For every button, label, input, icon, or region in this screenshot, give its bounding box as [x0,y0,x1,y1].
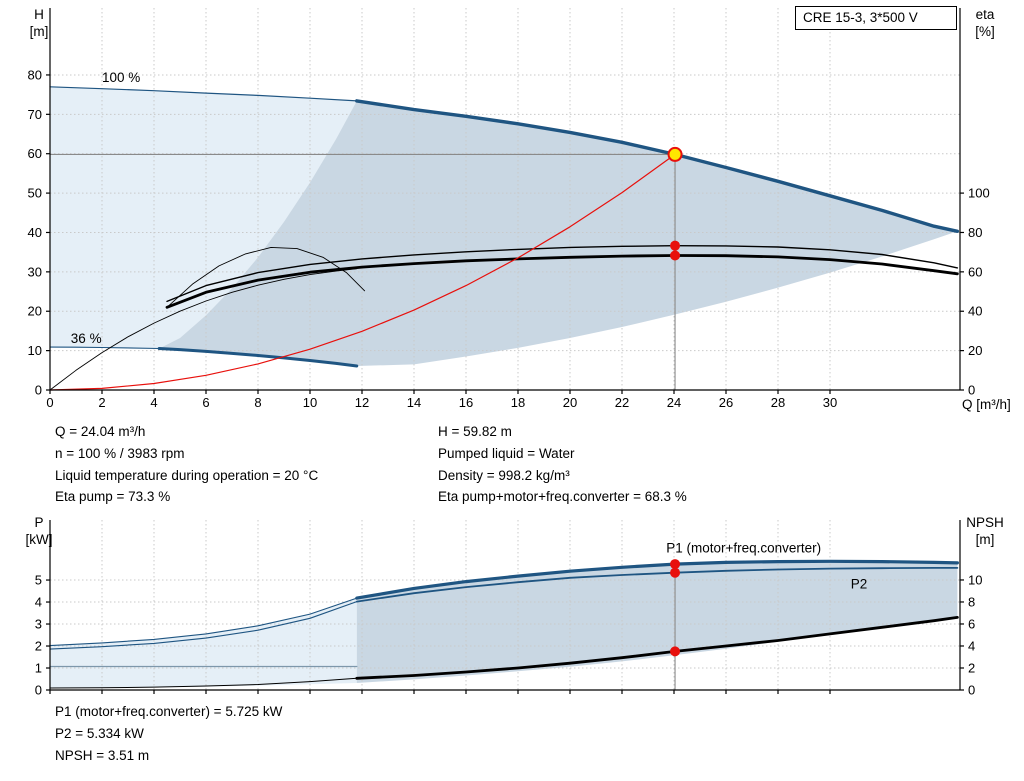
pump-model-label-box: CRE 15-3, 3*500 V [795,6,957,30]
x-tick-label: 30 [823,395,837,410]
x-tick-label: 20 [563,395,577,410]
npsh-point [670,646,681,657]
x-tick-label: 16 [459,395,473,410]
eta-arc-rising [49,268,358,391]
y-tick-label-left: 80 [28,67,42,82]
power-envelope [356,561,958,683]
y-tick-label-left: 50 [28,186,42,201]
x-tick-label: 10 [303,395,317,410]
y-tick-label-right: 6 [968,616,975,631]
y-axis-title-npsh: NPSH [m] [954,514,1016,548]
x-axis-title-flow: Q [m³/h] [962,397,1011,412]
y-tick-label-left: 0 [35,683,42,698]
x-tick-label: 2 [98,395,105,410]
eta-pump-point [670,240,681,251]
y-tick-label-right: 20 [968,343,982,358]
readout-liquid-temperature: Liquid temperature during operation = 20… [55,467,319,483]
y-axis-title-eta-unit: [%] [975,24,995,39]
y-axis-title-head-unit: [m] [29,24,49,39]
x-tick-label: 22 [615,395,629,410]
y-tick-label-left: 30 [28,264,42,279]
readout-speed: n = 100 % / 3983 rpm [55,445,185,461]
x-tick-label: 24 [667,395,681,410]
p1-point [670,559,681,570]
system-control-curve [49,153,676,391]
y-tick-label-left: 5 [35,573,42,588]
y-axis-title-power: P [kW] [20,514,58,548]
y-axis-title-head: H [m] [20,6,58,40]
duty-point[interactable] [667,146,683,162]
power-npsh-chart[interactable]: 0 1 2 3 4 5 0 2 4 6 8 10 P1 (motor+freq.converter) P2 [0,515,1024,715]
y-axis-title-eta-symbol: eta [975,7,995,22]
y-axis-title-npsh-unit: [m] [975,532,995,547]
chart-annotation: 100 % [102,70,140,85]
readout-head: H = 59.82 m [438,424,512,439]
chart-annotation: P1 (motor+freq.converter) [666,541,821,556]
pump-curve-36pct-thin [49,346,160,350]
x-tick-label: 0 [46,395,53,410]
y-tick-label-left: 1 [35,661,42,676]
x-tick-label: 18 [511,395,525,410]
y-tick-label-left: 20 [28,304,42,319]
p2-point [670,567,681,578]
x-tick-label: 28 [771,395,785,410]
y-tick-label-left: 0 [35,383,42,398]
x-tick-label: 14 [407,395,421,410]
y-axis-title-power-symbol: P [34,515,44,530]
eta-arc-peak [166,246,366,308]
y-tick-label-left: 2 [35,639,42,654]
readout-density: Density = 998.2 kg/m³ [438,467,570,483]
y-tick-label-right: 8 [968,594,975,609]
y-tick-label-left: 3 [35,617,42,632]
y-tick-label-right: 10 [968,572,982,587]
x-tick-label: 12 [355,395,369,410]
y-tick-label-left: 10 [28,343,42,358]
power-region-light [50,598,357,688]
eta-total-curve [165,254,959,309]
readout-p1: P1 (motor+freq.converter) = 5.725 kW [55,704,283,719]
readout-eta-pump: Eta pump = 73.3 % [55,489,171,505]
y-tick-label-right: 0 [968,383,975,398]
y-axis-title-power-unit: [kW] [25,532,53,547]
y-tick-label-right: 60 [968,264,982,279]
readout-flow: Q = 24.04 m³/h [55,424,146,439]
y-tick-label-left: 40 [28,225,42,240]
p2-curve-thin [49,601,358,650]
y-axis-title-head-symbol: H [34,7,44,22]
pump-model-label: CRE 15-3, 3*500 V [803,10,918,25]
pump-curve-36pct [157,347,359,368]
eta-pump-curve [166,245,959,303]
y-tick-label-right: 40 [968,304,982,319]
y-axis-title-npsh-symbol: NPSH [966,515,1004,530]
x-tick-label: 8 [254,395,261,410]
pump-curve-100pct-thin [49,86,358,102]
p1-curve-thin [49,597,358,647]
chart-annotation: P2 [851,576,868,591]
readout-eta-total: Eta pump+motor+freq.converter = 68.3 % [438,489,687,505]
duty-readouts-right: H = 59.82 m Pumped liquid = Water Densit… [438,421,687,508]
x-tick-label: 4 [150,395,157,410]
x-tick-label: 6 [202,395,209,410]
y-tick-label-left: 60 [28,146,42,161]
allowed-region-light [50,86,357,349]
y-axis-title-eta: eta [%] [962,6,1008,40]
readout-pumped-liquid: Pumped liquid = Water [438,445,575,461]
y-tick-label-right: 100 [968,186,990,201]
chart-annotation: 36 % [71,331,102,346]
readout-p2: P2 = 5.334 kW [55,725,144,741]
readout-npsh: NPSH = 3.51 m [55,747,150,763]
y-tick-label-left: 4 [35,595,42,610]
power-readouts: P1 (motor+freq.converter) = 5.725 kW P2 … [55,701,282,766]
duty-readouts-left: Q = 24.04 m³/h n = 100 % / 3983 rpm Liqu… [55,421,318,508]
y-tick-label-left: 70 [28,107,42,122]
y-tick-label-right: 80 [968,225,982,240]
eta-total-point [670,250,681,261]
npsh-curve-thin [49,677,358,689]
x-tick-label: 26 [719,395,733,410]
y-tick-label-right: 2 [968,660,975,675]
y-tick-label-right: 4 [968,638,975,653]
y-tick-label-right: 0 [968,683,975,698]
